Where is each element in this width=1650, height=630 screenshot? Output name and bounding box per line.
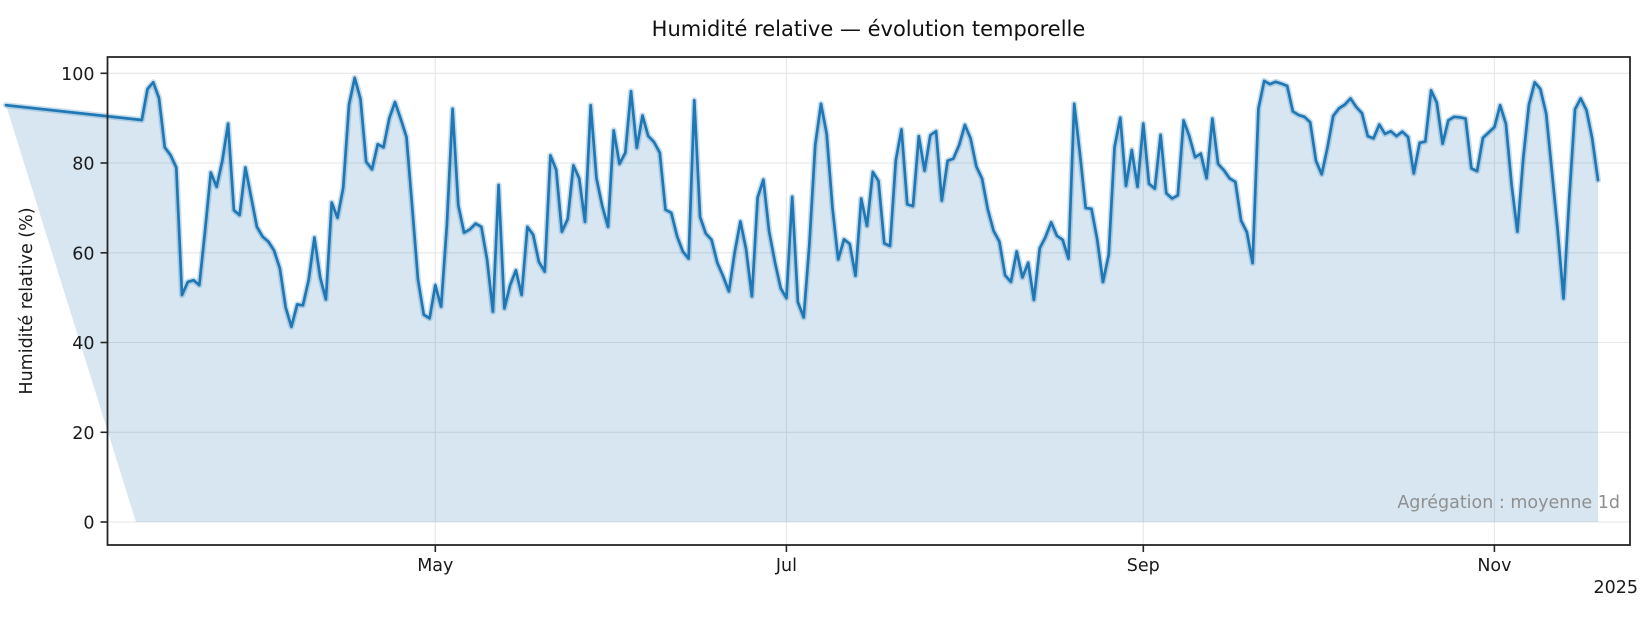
plot-border: [106, 56, 1631, 546]
y-tick-label: 20: [72, 424, 94, 444]
y-tick-label: 0: [83, 514, 94, 534]
x-tick-label: Nov: [1477, 556, 1511, 576]
x-axis-year-label: 2025: [1593, 578, 1638, 598]
y-tick-label: 40: [72, 334, 94, 354]
x-tick-label: May: [417, 556, 453, 576]
y-tick-label: 100: [61, 65, 94, 85]
y-axis-label: Humidité relative (%): [17, 207, 37, 395]
area-fill: [6, 77, 1598, 523]
x-tick-label: Jul: [775, 556, 797, 576]
x-tick-label: Sep: [1127, 556, 1160, 576]
aggregation-annotation: Agrégation : moyenne 1d: [1397, 493, 1620, 513]
chart-title: Humidité relative — évolution temporelle: [651, 17, 1086, 41]
y-tick-label: 80: [72, 155, 94, 175]
y-tick-label: 60: [72, 244, 94, 264]
humidity-line: [4, 76, 1600, 329]
